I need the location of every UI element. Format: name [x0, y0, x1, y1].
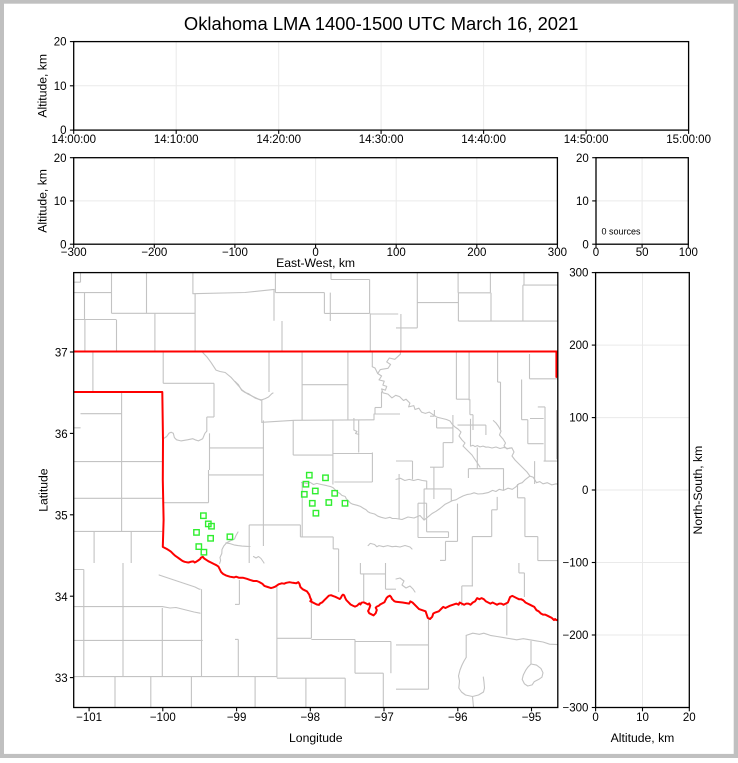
svg-text:34: 34 [55, 592, 68, 604]
svg-text:−300: −300 [562, 703, 588, 715]
svg-text:20: 20 [54, 153, 67, 165]
svg-text:−200: −200 [141, 247, 167, 259]
svg-text:0: 0 [60, 239, 66, 251]
svg-text:14:00:00: 14:00:00 [51, 134, 96, 146]
svg-text:14:50:00: 14:50:00 [564, 134, 609, 146]
svg-text:−100: −100 [150, 712, 176, 724]
svg-text:−99: −99 [227, 712, 247, 724]
svg-text:−96: −96 [448, 712, 468, 724]
svg-text:−300: −300 [61, 247, 87, 259]
svg-text:35: 35 [55, 510, 68, 522]
svg-text:0: 0 [60, 125, 66, 137]
svg-text:Oklahoma LMA 1400-1500 UTC Mar: Oklahoma LMA 1400-1500 UTC March 16, 202… [184, 13, 579, 34]
svg-text:37: 37 [55, 348, 68, 360]
svg-text:20: 20 [576, 153, 589, 165]
svg-text:Altitude, km: Altitude, km [611, 731, 675, 745]
svg-text:300: 300 [548, 247, 567, 259]
svg-text:14:30:00: 14:30:00 [359, 134, 404, 146]
svg-text:15:00:00: 15:00:00 [666, 134, 711, 146]
svg-text:North-South, km: North-South, km [691, 446, 705, 535]
svg-text:50: 50 [636, 247, 649, 259]
svg-text:0: 0 [582, 485, 588, 497]
svg-text:−98: −98 [301, 712, 321, 724]
svg-text:33: 33 [55, 673, 68, 685]
svg-text:0: 0 [593, 247, 599, 259]
svg-text:20: 20 [54, 37, 67, 49]
svg-text:−101: −101 [76, 712, 102, 724]
svg-text:100: 100 [387, 247, 406, 259]
svg-text:14:40:00: 14:40:00 [461, 134, 506, 146]
svg-text:0: 0 [582, 239, 588, 251]
svg-text:−97: −97 [374, 712, 394, 724]
svg-text:Altitude, km: Altitude, km [36, 54, 50, 118]
svg-text:10: 10 [636, 712, 649, 724]
svg-text:−100: −100 [562, 558, 588, 570]
svg-text:300: 300 [569, 268, 588, 280]
svg-text:14:20:00: 14:20:00 [256, 134, 301, 146]
svg-text:East-West, km: East-West, km [276, 256, 355, 270]
svg-text:Latitude: Latitude [37, 468, 51, 512]
svg-text:200: 200 [467, 247, 486, 259]
svg-text:0: 0 [592, 712, 598, 724]
svg-text:Longitude: Longitude [289, 731, 343, 745]
svg-text:100: 100 [679, 247, 698, 259]
svg-text:200: 200 [569, 340, 588, 352]
svg-text:−100: −100 [222, 247, 248, 259]
svg-text:100: 100 [569, 413, 588, 425]
svg-text:0 sources: 0 sources [602, 227, 642, 237]
svg-text:Altitude, km: Altitude, km [36, 169, 50, 233]
svg-text:10: 10 [54, 196, 67, 208]
svg-text:14:10:00: 14:10:00 [154, 134, 199, 146]
svg-text:10: 10 [54, 81, 67, 93]
svg-text:−200: −200 [562, 630, 588, 642]
svg-text:10: 10 [576, 196, 589, 208]
svg-text:36: 36 [55, 429, 68, 441]
svg-text:0: 0 [312, 247, 318, 259]
svg-text:20: 20 [683, 712, 696, 724]
svg-text:−95: −95 [522, 712, 542, 724]
